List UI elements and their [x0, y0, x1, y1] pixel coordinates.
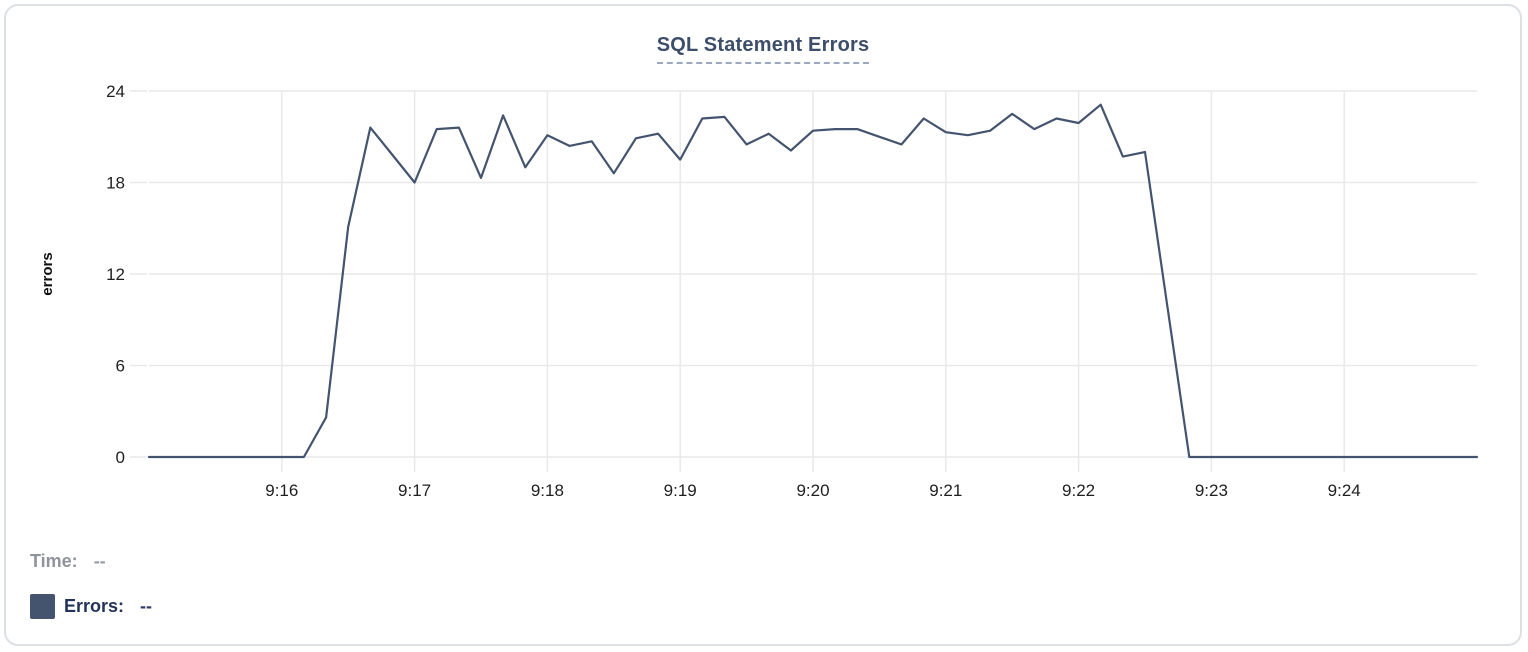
- time-readout-label: Time:: [30, 551, 78, 571]
- errors-readout-label: Errors:: [64, 596, 125, 616]
- chart-title[interactable]: SQL Statement Errors: [656, 34, 870, 64]
- y-tick-label: 18: [106, 174, 125, 193]
- chart-panel-card: SQL Statement Errors 0 6 12 18 24 9:16 9:17 9:1…: [4, 4, 1522, 646]
- x-tick-label: 9:21: [929, 481, 962, 500]
- x-tick-label: 9:17: [398, 481, 431, 500]
- hover-readout-legend: Time: -- Errors: --: [30, 549, 152, 619]
- errors-legend-item[interactable]: Errors: --: [30, 594, 152, 619]
- y-tick-label: 12: [106, 265, 125, 284]
- x-tick-label: 9:18: [531, 481, 564, 500]
- x-tick-label: 9:24: [1328, 481, 1361, 500]
- x-tick-label: 9:20: [796, 481, 829, 500]
- time-readout-value: --: [93, 551, 106, 571]
- time-readout-row: Time: --: [30, 549, 152, 574]
- y-axis-title: errors: [39, 252, 56, 295]
- y-tick-label: 6: [116, 357, 125, 376]
- x-tick-label: 9:23: [1195, 481, 1228, 500]
- x-tick-label: 9:19: [664, 481, 697, 500]
- y-tick-label: 0: [116, 448, 125, 467]
- errors-series-swatch-icon: [30, 594, 55, 619]
- x-tick-label: 9:22: [1062, 481, 1095, 500]
- errors-readout-value: --: [140, 596, 153, 616]
- errors-series-line[interactable]: [147, 103, 1479, 459]
- y-tick-label: 24: [106, 82, 125, 101]
- x-tick-label: 9:16: [265, 481, 298, 500]
- errors-line-chart[interactable]: 0 6 12 18 24 9:16 9:17 9:18 9:19 9:20 9:21 9:22 9:23…: [6, 6, 1528, 526]
- chart-title-row: SQL Statement Errors: [6, 34, 1520, 64]
